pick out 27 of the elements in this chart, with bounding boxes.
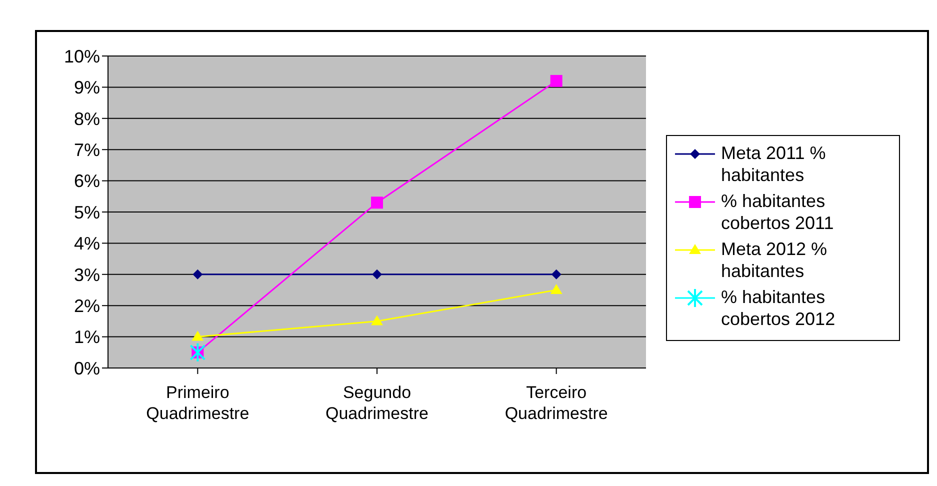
y-tick-label: 9% <box>74 78 100 98</box>
y-tick-label: 3% <box>74 264 100 285</box>
point <box>192 269 203 280</box>
point <box>551 269 562 280</box>
y-tick-label: 0% <box>74 358 100 378</box>
x-tick-label: Segundo Quadrimestre <box>326 383 428 423</box>
point <box>371 315 383 326</box>
point <box>372 269 382 280</box>
y-tick-label: 4% <box>74 234 100 254</box>
point <box>550 284 562 294</box>
y-tick-label: 6% <box>74 171 100 192</box>
y-tick-label: 5% <box>74 202 100 222</box>
y-tick-label: 7% <box>74 140 100 160</box>
y-tick-label: 2% <box>74 296 100 316</box>
legend-label: % habitantes cobertos 2012 <box>721 286 836 330</box>
x-tick-label: Terceiro Quadrimestre <box>504 383 608 423</box>
x-tick-label: Primeiro Quadrimestre <box>146 383 250 423</box>
y-tick-label: 8% <box>74 108 100 129</box>
point <box>550 74 562 87</box>
point <box>371 196 383 209</box>
legend-label: Meta 2012 % habitantes <box>721 238 828 282</box>
y-tick-label: 10% <box>64 46 100 66</box>
point <box>190 342 206 362</box>
legend-label: % habitantes cobertos 2011 <box>721 190 835 234</box>
point <box>192 330 204 341</box>
legend-label: Meta 2011 % habitantes <box>721 142 827 186</box>
y-tick-label: 1% <box>74 327 100 348</box>
